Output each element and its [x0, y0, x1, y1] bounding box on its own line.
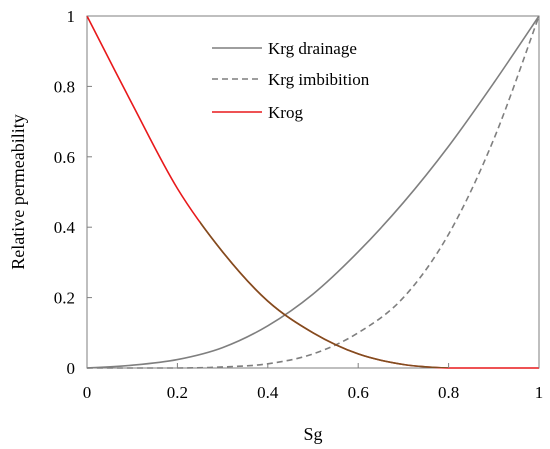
y-tick-label: 1 [67, 7, 76, 26]
y-axis-title: Relative permeability [8, 114, 28, 269]
y-tick-label: 0.2 [54, 289, 75, 308]
legend-label: Krg imbibition [268, 70, 370, 89]
x-tick-label: 0.6 [348, 383, 369, 402]
legend-label: Krg drainage [268, 39, 357, 58]
legend: Krg drainage Krg imbibition Krog [212, 39, 370, 122]
x-axis-title: Sg [303, 424, 322, 444]
x-tick-label: 0 [83, 383, 92, 402]
y-tick-label: 0 [67, 359, 76, 378]
krg-drainage-line [86, 15, 540, 369]
y-tick-label: 0.6 [54, 148, 75, 167]
legend-label: Krog [268, 103, 303, 122]
plot-area [86, 15, 540, 369]
x-tick-label: 0.8 [438, 383, 459, 402]
y-tick-label: 0.4 [54, 218, 76, 237]
krg-imbibition-line [87, 15, 540, 369]
krog-overlap-segment [200, 220, 449, 368]
x-tick-label: 1 [535, 383, 544, 402]
series-layer [86, 15, 540, 369]
tick-layer: 0 0.2 0.4 0.6 0.8 1 0 0.2 0.4 0.6 0.8 1 [54, 7, 544, 402]
x-tick-label: 0.2 [167, 383, 188, 402]
y-tick-label: 0.8 [54, 77, 75, 96]
x-tick-label: 0.4 [257, 383, 279, 402]
plot-border [86, 15, 540, 369]
